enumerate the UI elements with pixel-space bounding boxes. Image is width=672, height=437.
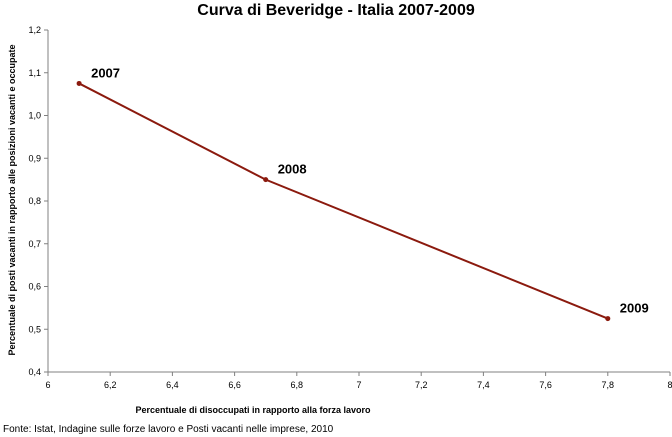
y-axis-ticks: 0,4 0,5 0,6 0,7 0,8 0,9 1,0 1,1 1,2 bbox=[28, 25, 48, 377]
x-tick-label: 7,6 bbox=[539, 380, 552, 390]
y-tick-label: 0,9 bbox=[28, 153, 41, 163]
x-tick-label: 7,2 bbox=[415, 380, 428, 390]
data-point bbox=[76, 80, 82, 86]
data-point bbox=[263, 177, 269, 183]
data-label: 2009 bbox=[620, 301, 649, 316]
data-label: 2008 bbox=[278, 162, 307, 177]
beveridge-line-chart: 6 6,2 6,4 6,6 6,8 7 7,2 7,4 7,6 7,8 8 0,4 0,5 0,6 0,7… bbox=[7, 25, 672, 415]
series-line: 2007 2008 2009 bbox=[76, 65, 649, 322]
x-tick-label: 6,4 bbox=[166, 380, 179, 390]
x-tick-label: 6,8 bbox=[291, 380, 304, 390]
x-tick-label: 6 bbox=[45, 380, 50, 390]
x-axis-label: Percentuale di disoccupati in rapporto a… bbox=[135, 405, 371, 415]
x-tick-label: 8 bbox=[667, 380, 672, 390]
x-tick-label: 7 bbox=[356, 380, 361, 390]
y-tick-label: 0,6 bbox=[28, 282, 41, 292]
x-tick-label: 7,4 bbox=[477, 380, 490, 390]
x-tick-label: 7,8 bbox=[602, 380, 615, 390]
y-axis-label: Percentuale di posti vacanti in rapporto… bbox=[7, 44, 17, 355]
y-tick-label: 0,5 bbox=[28, 324, 41, 334]
y-tick-label: 1,2 bbox=[28, 25, 41, 35]
axes bbox=[47, 30, 670, 373]
data-label: 2007 bbox=[91, 65, 120, 80]
y-tick-label: 1,0 bbox=[28, 111, 41, 121]
y-tick-label: 0,8 bbox=[28, 196, 41, 206]
series-line-path bbox=[78, 82, 609, 320]
x-axis-ticks: 6 6,2 6,4 6,6 6,8 7 7,2 7,4 7,6 7,8 8 bbox=[45, 372, 672, 390]
chart-title: Curva di Beveridge - Italia 2007-2009 bbox=[197, 2, 475, 19]
data-point bbox=[605, 316, 611, 322]
y-tick-label: 0,4 bbox=[28, 367, 41, 377]
x-tick-label: 6,6 bbox=[228, 380, 241, 390]
x-tick-label: 6,2 bbox=[104, 380, 117, 390]
y-tick-label: 0,7 bbox=[28, 239, 41, 249]
y-tick-label: 1,1 bbox=[28, 68, 41, 78]
source-note: Fonte: Istat, Indagine sulle forze lavor… bbox=[3, 424, 334, 435]
